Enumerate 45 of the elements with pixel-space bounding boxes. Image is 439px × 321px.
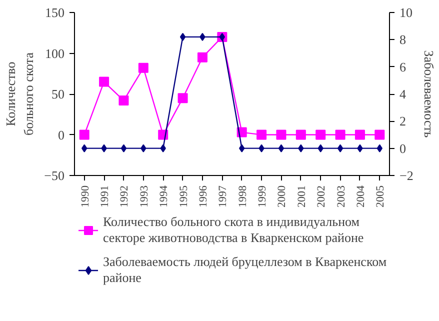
- point: [256, 130, 267, 140]
- x-tick-label: 1996: [197, 185, 210, 208]
- x-tick-label: 2003: [335, 185, 348, 208]
- y2-tick-label: 8: [400, 32, 406, 48]
- x-tick-label: 2002: [316, 186, 328, 208]
- point: [354, 130, 365, 140]
- point: [316, 130, 326, 140]
- x-tick-label: 1997: [217, 185, 230, 208]
- y2-tick-label: 0: [400, 140, 406, 156]
- y2-tick-label: 2: [400, 114, 406, 129]
- x-tick-label: 1992: [118, 186, 131, 208]
- y2-tick-label: 6: [400, 59, 406, 74]
- y2-axis-title: Заболеваемость: [421, 50, 436, 138]
- x-tick-label: 2001: [296, 186, 308, 208]
- point: [118, 96, 129, 106]
- point: [197, 52, 208, 62]
- point: [335, 130, 346, 140]
- y-tick-label: 100: [45, 46, 64, 61]
- y2-tick-label: 4: [400, 86, 406, 102]
- y2-tick-label: 10: [400, 5, 412, 20]
- x-tick-label: 1994: [158, 185, 170, 208]
- x-tick-label: 1991: [99, 186, 112, 208]
- x-tick-label: 1993: [138, 185, 150, 208]
- legend-label: Заболеваемость людей бруцеллезом в Кваркенском районе: [103, 254, 387, 286]
- y-tick-label: 50: [52, 86, 64, 102]
- point: [79, 130, 90, 140]
- x-tick-label: 2005: [374, 185, 387, 208]
- y-axis-title: Количество больного скота: [3, 52, 36, 136]
- x-tick-label: 1999: [256, 185, 269, 208]
- y-tick-label: 0: [58, 127, 64, 142]
- x-tick-label: 2004: [354, 185, 367, 208]
- point: [296, 130, 306, 140]
- y-tick-label: 150: [45, 5, 64, 20]
- y2-tick-label: −2: [400, 168, 414, 183]
- point: [138, 62, 148, 73]
- x-tick-label: 2000: [276, 185, 288, 208]
- point: [276, 130, 286, 140]
- x-tick-label: 1995: [178, 185, 190, 208]
- y-tick-label: −50: [44, 168, 65, 183]
- point: [178, 93, 188, 104]
- point: [374, 130, 385, 140]
- point: [99, 76, 110, 87]
- legend-label: Количество больного скота в индивидуальном секторе животноводства в Кваркенском районе: [103, 214, 364, 246]
- x-tick-label: 1998: [236, 185, 249, 208]
- x-tick-label: 1990: [79, 185, 92, 208]
